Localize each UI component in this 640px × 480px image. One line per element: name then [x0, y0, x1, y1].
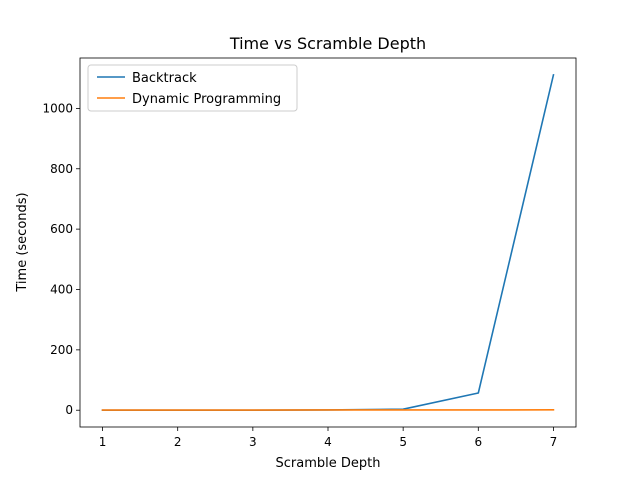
y-tick-label: 1000: [42, 101, 73, 115]
series-layer: [101, 73, 555, 412]
x-tick-label: 1: [99, 435, 107, 449]
x-tick-label: 3: [249, 435, 257, 449]
y-axis-ticks: 0 200 400 600 800 1000: [42, 101, 80, 417]
y-tick-label: 600: [50, 222, 73, 236]
y-tick-label: 800: [50, 162, 73, 176]
legend-label: Dynamic Programming: [132, 92, 281, 107]
legend-label: Backtrack: [132, 71, 197, 86]
x-axis-ticks: 1 2 3 4 5 6 7: [99, 427, 558, 449]
y-tick-label: 0: [65, 403, 73, 417]
x-tick-label: 4: [324, 435, 332, 449]
x-tick-label: 2: [174, 435, 182, 449]
plot-area: [80, 58, 576, 427]
legend: Backtrack Dynamic Programming: [87, 64, 298, 112]
chart-title: Time vs Scramble Depth: [229, 34, 426, 53]
x-axis-label: Scramble Depth: [276, 456, 381, 471]
y-tick-label: 200: [50, 343, 73, 357]
x-tick-label: 6: [474, 435, 482, 449]
y-tick-label: 400: [50, 282, 73, 296]
x-tick-label: 5: [399, 435, 407, 449]
legend-box: [87, 64, 298, 112]
y-axis-label: Time (seconds): [15, 192, 30, 292]
x-tick-label: 7: [550, 435, 558, 449]
